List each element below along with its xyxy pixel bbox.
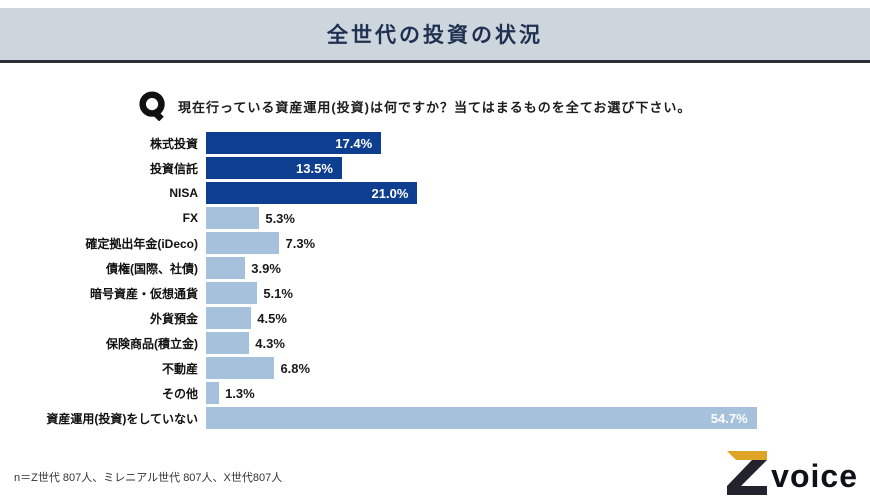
chart-row: NISA 21.0% [14, 181, 856, 205]
category-label: 株式投資 [149, 136, 198, 151]
category-label: FX [182, 211, 198, 225]
category-label: 投資信託 [149, 161, 198, 176]
bar-track: 54.7% [206, 407, 810, 429]
chart-row: 確定拠出年金(iDeco) 7.3% [14, 231, 856, 255]
bar-track: 13.5% [206, 157, 810, 179]
value-label: 1.3% [225, 385, 255, 401]
page-title: 全世代の投資の状況 [327, 24, 543, 47]
category-label: 不動産 [161, 361, 198, 376]
value-label: 54.7% [710, 410, 748, 426]
category-label: 確定拠出年金(iDeco) [85, 236, 198, 251]
bar-track: 5.3% [206, 207, 810, 229]
chart-row: 外貨預金 4.5% [14, 306, 856, 330]
chart-row: その他 1.3% [14, 381, 856, 405]
bar-track: 21.0% [206, 182, 810, 204]
bar-track: 7.3% [206, 232, 810, 254]
bar [206, 332, 250, 354]
logo-text: voice [771, 458, 858, 494]
chart-row: 債権(国際、社債) 3.9% [14, 256, 856, 280]
bar-track: 4.5% [206, 307, 810, 329]
bar-track: 4.3% [206, 332, 810, 354]
chart-row: 暗号資産・仮想通貨 5.1% [14, 281, 856, 305]
category-label: NISA [169, 186, 198, 200]
value-label: 13.5% [296, 160, 333, 176]
bar [206, 357, 275, 379]
value-label: 6.8% [280, 360, 311, 376]
bar-track: 5.1% [206, 282, 810, 304]
bar-chart: 株式投資 17.4% 投資信託 13.5% NISA 21.0% FX 5.3% 確定拠出年金(… [14, 131, 856, 430]
question-row: 現在行っている資産運用(投資)は何ですか？当てはまるものを全てお選び下さい。 [138, 91, 870, 121]
chart-row: 資産運用(投資)をしていない 54.7% [14, 406, 856, 430]
category-label: 外貨預金 [149, 311, 198, 326]
bar [206, 207, 260, 229]
bar-track: 3.9% [206, 257, 810, 279]
value-label: 4.5% [257, 310, 287, 326]
bar [206, 282, 258, 304]
chart-row: FX 5.3% [14, 206, 856, 230]
value-label: 3.9% [251, 260, 281, 276]
category-label: 資産運用(投資)をしていない [46, 411, 198, 426]
bar: 13.5% [206, 157, 342, 179]
category-label: 暗号資産・仮想通貨 [89, 286, 198, 301]
chart-row: 株式投資 17.4% [14, 131, 856, 155]
category-label: 債権(国際、社債) [106, 261, 198, 276]
bar [206, 232, 280, 254]
header-band: 全世代の投資の状況 [0, 8, 870, 63]
value-label: 21.0% [371, 185, 409, 201]
bar: 17.4% [206, 132, 382, 154]
value-label: 4.3% [255, 335, 285, 351]
category-label: その他 [161, 386, 198, 401]
bar-track: 6.8% [206, 357, 810, 379]
value-label: 17.4% [335, 135, 373, 151]
chart-row: 投資信託 13.5% [14, 156, 856, 180]
category-label: 保険商品(積立金) [106, 336, 198, 351]
question-icon [139, 91, 165, 121]
sample-size-note: n＝Z世代 807人、ミレニアル世代 807人、X世代807人 [14, 472, 283, 484]
value-label: 7.3% [285, 235, 316, 251]
bar-track: 17.4% [206, 132, 810, 154]
chart-row: 不動産 6.8% [14, 356, 856, 380]
chart-row: 保険商品(積立金) 4.3% [14, 331, 856, 355]
chart-rows: 株式投資 17.4% 投資信託 13.5% NISA 21.0% FX 5.3% 確定拠出年金(… [14, 131, 856, 430]
question-text: 現在行っている資産運用(投資)は何ですか？当てはまるものを全てお選び下さい。 [178, 99, 692, 115]
bar: 21.0% [206, 182, 418, 204]
z-logo-icon [727, 451, 768, 495]
value-label: 5.1% [263, 285, 293, 301]
brand-logo: voice [727, 451, 858, 495]
bar: 54.7% [206, 407, 757, 429]
value-label: 5.3% [265, 210, 295, 226]
bar [206, 257, 246, 279]
bar [206, 382, 220, 404]
bar [206, 307, 252, 329]
bar-track: 1.3% [206, 382, 810, 404]
